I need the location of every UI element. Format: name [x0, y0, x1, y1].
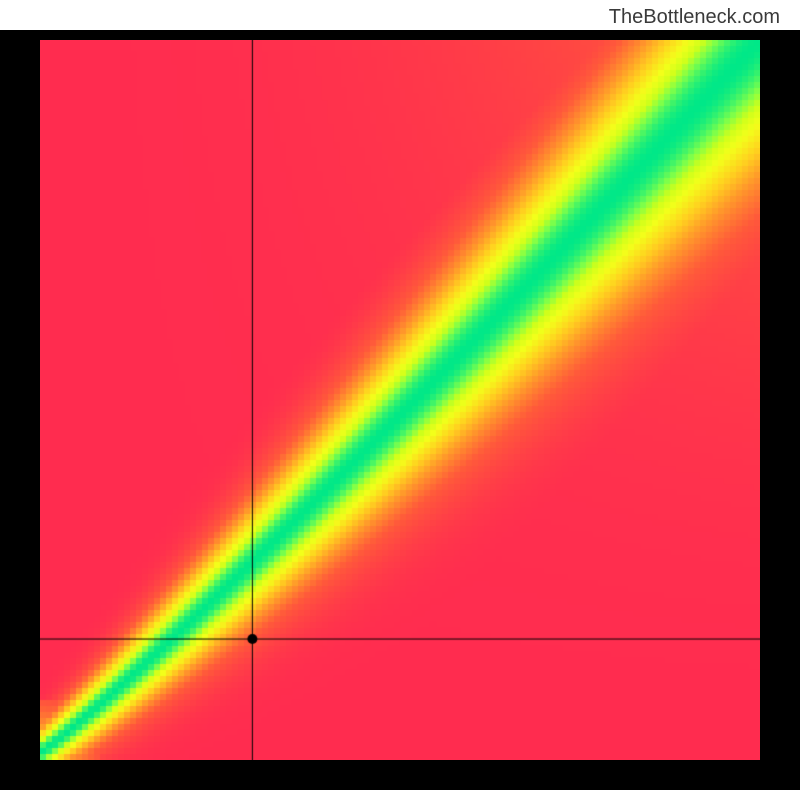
heatmap-canvas: [40, 40, 760, 760]
chart-frame: [0, 30, 800, 790]
watermark-text: TheBottleneck.com: [609, 6, 780, 29]
heatmap-plot: [40, 40, 760, 760]
